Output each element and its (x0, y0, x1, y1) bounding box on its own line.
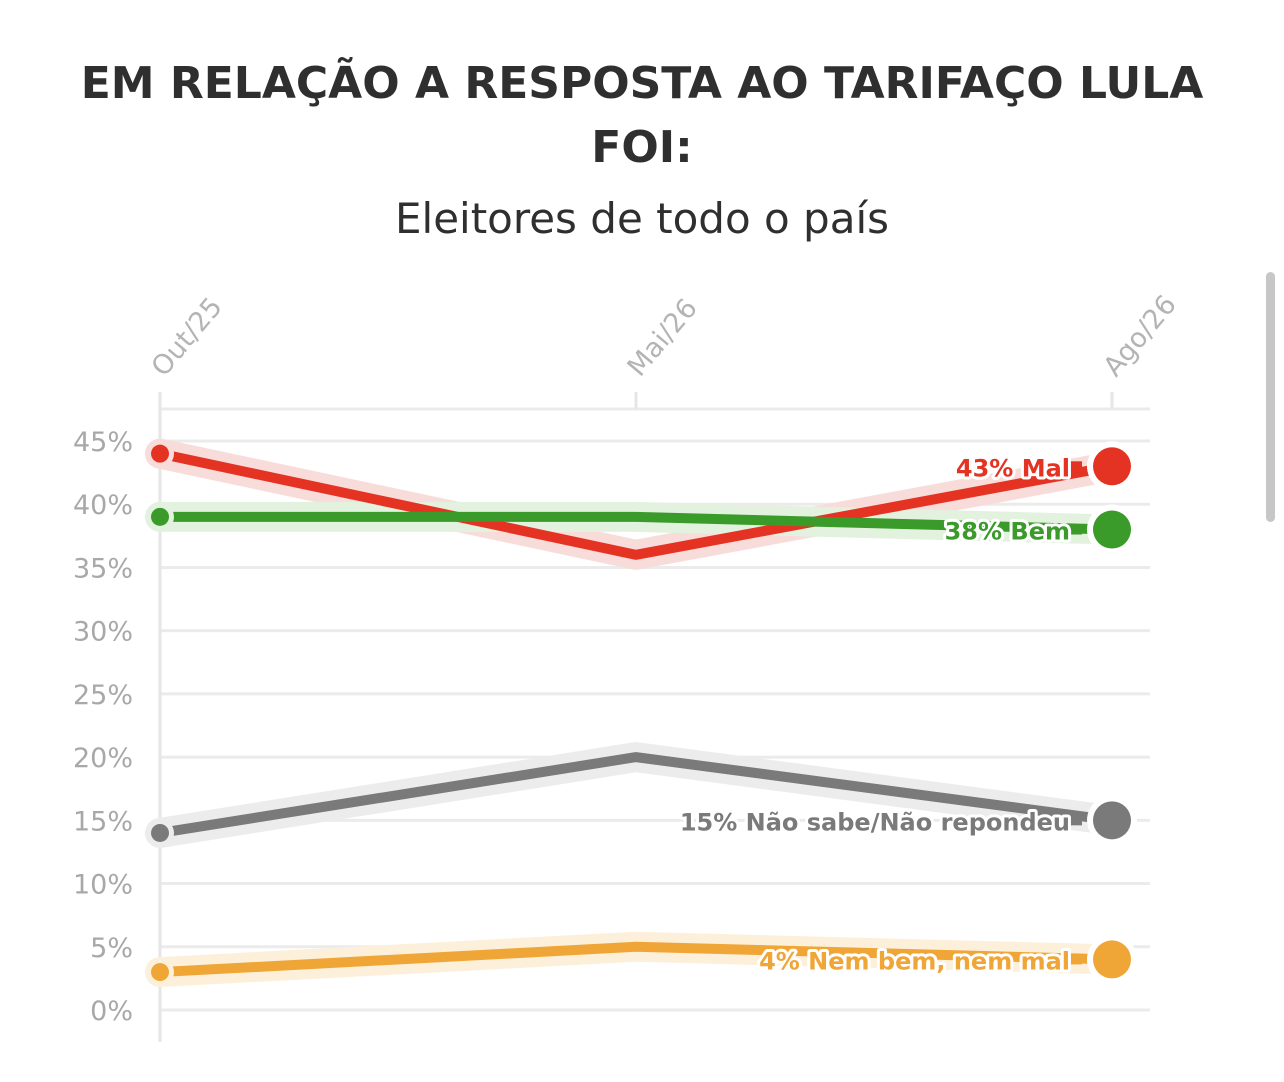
series-line (155, 752, 1117, 838)
series-end-point (1093, 801, 1131, 840)
series-label-marker (1068, 954, 1082, 965)
series-label-marker (1068, 815, 1082, 826)
y-tick-label: 25% (73, 680, 133, 711)
series-end-point (1093, 510, 1131, 549)
chart-subtitle: Eleitores de todo o país (394, 194, 889, 243)
series-label-marker (1068, 524, 1082, 535)
x-tick-label: Ago/26 (1098, 289, 1183, 382)
series-point (151, 507, 169, 526)
series-end-label: 15% Não sabe/Não repondeu (680, 808, 1070, 836)
series-line (155, 511, 1117, 535)
y-tick-label: 40% (73, 490, 133, 521)
y-tick-label: 0% (90, 996, 133, 1027)
scrollbar[interactable] (1266, 272, 1275, 522)
x-axis: Out/25 Mai/26 Ago/26 (146, 289, 1183, 382)
series-end-labels: 43% Mal 38% Bem 15% Não sabe/Não repondeu 4… (677, 451, 1082, 978)
y-tick-label: 30% (73, 617, 133, 648)
series-end-label: 38% Bem (945, 518, 1070, 546)
series-lines (155, 448, 1117, 978)
y-tick-label: 5% (90, 933, 133, 964)
y-tick-label: 10% (73, 870, 133, 901)
series-end-point (1093, 940, 1131, 979)
y-tick-label: 15% (73, 806, 133, 837)
series-end-point (1093, 447, 1131, 486)
series-label-marker (1068, 461, 1082, 472)
series-point (151, 963, 169, 982)
series-end-label: 4% Nem bem, nem mal (759, 947, 1070, 975)
y-tick-label: 20% (73, 743, 133, 774)
series-end-label: 43% Mal (956, 454, 1070, 482)
y-axis: 0% 5% 10% 15% 20% 25% 30% 35% 40% 45% (73, 427, 133, 1027)
series-point (151, 823, 169, 842)
chart-title: EM RELAÇÃO A RESPOSTA AO TARIFAÇO LULA F… (80, 58, 1204, 173)
y-tick-label: 35% (73, 553, 133, 584)
series-points (146, 439, 1137, 987)
x-tick-label: Out/25 (146, 292, 229, 383)
y-tick-label: 45% (73, 427, 133, 458)
x-tick-label: Mai/26 (622, 293, 704, 382)
series-point (151, 444, 169, 463)
grid-lines (158, 392, 1150, 1042)
series-line (155, 448, 1117, 560)
series-line (155, 941, 1117, 978)
